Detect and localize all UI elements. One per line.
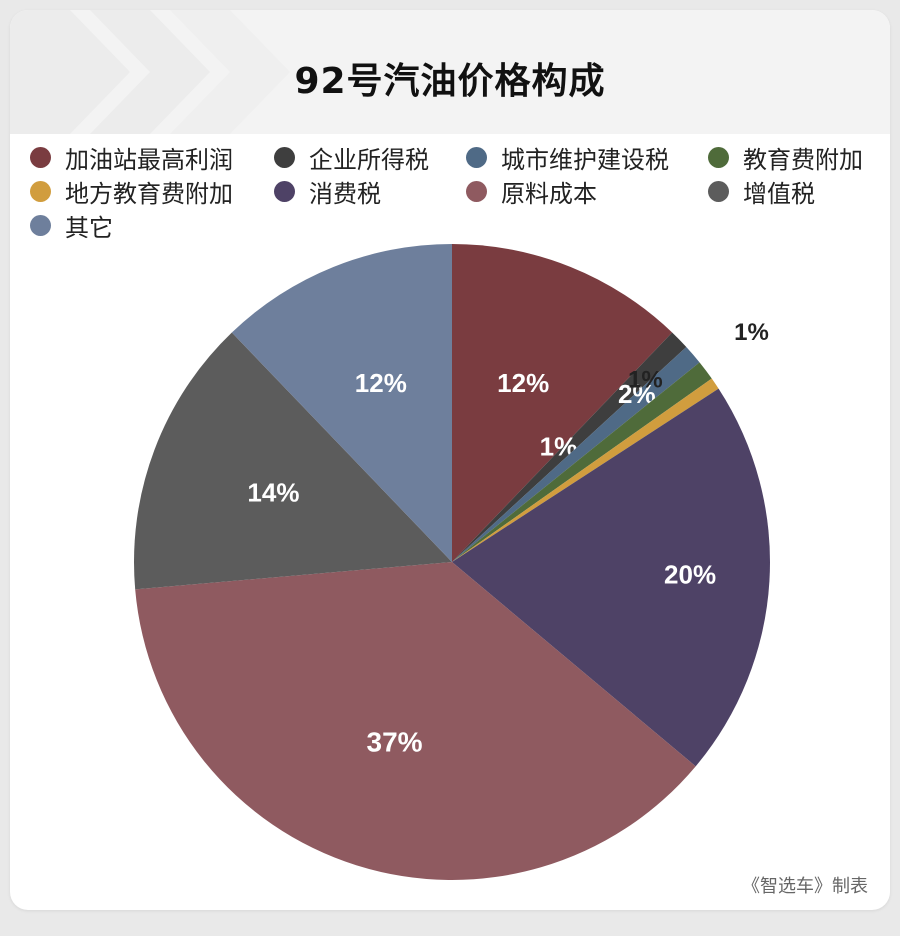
legend-item: 企业所得税 — [274, 142, 429, 174]
legend-swatch — [466, 180, 487, 202]
legend-label: 增值税 — [743, 179, 815, 208]
legend-label: 企业所得税 — [309, 145, 429, 174]
slice-label: 20% — [664, 559, 716, 589]
legend-swatch — [274, 146, 295, 168]
pie-slice — [452, 378, 719, 562]
pie-slice — [452, 362, 712, 562]
chevron-decoration-icon — [10, 10, 290, 134]
legend-item: 教育费附加 — [708, 142, 863, 174]
slice-label: 1% — [628, 367, 663, 394]
legend-item: 地方教育费附加 — [30, 176, 233, 208]
slice-label: 37% — [367, 726, 423, 757]
legend-swatch — [466, 146, 487, 168]
legend-swatch — [708, 180, 729, 202]
slice-label: 14% — [247, 478, 299, 508]
legend-label: 地方教育费附加 — [65, 179, 233, 208]
legend-item: 增值税 — [708, 176, 815, 208]
pie-chart: 12%1%2%1%1%20%37%14%12% — [134, 243, 770, 880]
pie-slice — [452, 347, 700, 562]
legend-item: 城市维护建设税 — [466, 142, 669, 174]
pie-slice — [135, 562, 696, 880]
legend-item: 其它 — [30, 210, 113, 242]
pie-slice — [452, 332, 687, 562]
footer-credit: 《智选车》制表 — [742, 876, 868, 897]
legend-swatch — [30, 146, 51, 168]
legend-label: 其它 — [65, 213, 113, 242]
legend-swatch — [30, 180, 51, 202]
pie-slice — [231, 243, 452, 562]
legend-swatch — [30, 214, 51, 236]
legend-label: 消费税 — [309, 179, 381, 208]
legend-swatch — [708, 146, 729, 168]
chart-legend: 加油站最高利润 企业所得税 城市维护建设税 教育费附加 地方教育费附加 消费税 … — [10, 10, 890, 250]
chart-header: 92号汽油价格构成 — [10, 10, 890, 134]
pie-slice — [452, 388, 770, 767]
legend-label: 教育费附加 — [743, 145, 863, 174]
slice-label: 12% — [355, 368, 407, 398]
chart-title: 92号汽油价格构成 — [294, 61, 606, 102]
legend-item: 原料成本 — [466, 176, 597, 208]
legend-item: 消费税 — [274, 176, 381, 208]
legend-item: 加油站最高利润 — [30, 142, 233, 174]
pie-slice — [134, 332, 452, 590]
pie-slice — [452, 244, 673, 562]
slice-label: 1% — [734, 319, 769, 346]
legend-label: 城市维护建设税 — [501, 145, 669, 174]
legend-swatch — [274, 180, 295, 202]
chart-card: 92号汽油价格构成 加油站最高利润 企业所得税 城市维护建设税 教育费附加 地方… — [10, 10, 890, 910]
legend-label: 原料成本 — [501, 179, 597, 208]
legend-label: 加油站最高利润 — [65, 145, 233, 174]
slice-label: 12% — [497, 368, 549, 398]
